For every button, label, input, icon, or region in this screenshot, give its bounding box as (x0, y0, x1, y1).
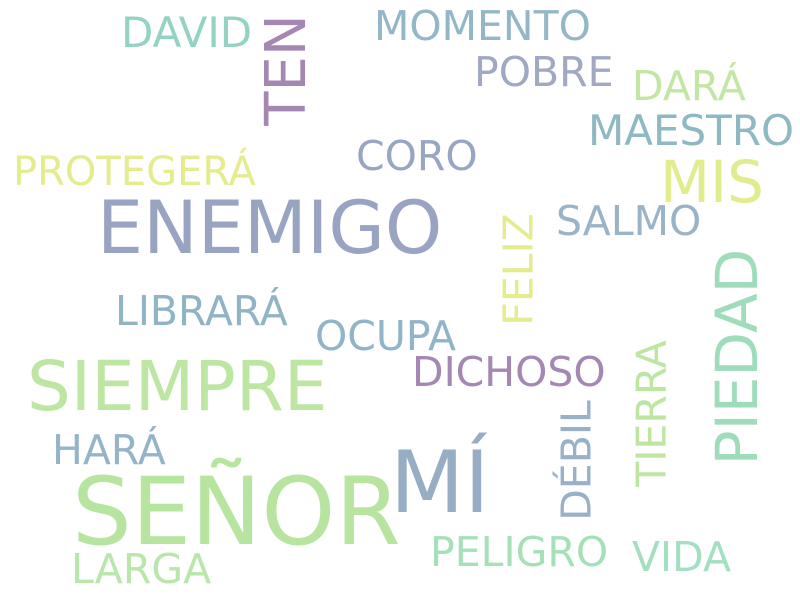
word-david: DAVID (121, 8, 253, 57)
word-pobre: POBRE (474, 48, 614, 96)
word-dichoso: DICHOSO (412, 348, 606, 396)
word-dara: DARÁ (632, 62, 746, 110)
word-maestro: MAESTRO (588, 106, 795, 155)
word-vida: VIDA (632, 533, 732, 581)
word-mis: MIS (660, 148, 764, 216)
word-tierra: TIERRA (627, 340, 676, 487)
word-hara: HARÁ (52, 426, 166, 474)
word-momento: MOMENTO (374, 2, 591, 50)
word-coro: CORO (356, 132, 478, 180)
word-feliz: FELIZ (494, 213, 543, 326)
word-debil: DÉBIL (552, 400, 601, 521)
word-salmo: SALMO (556, 197, 702, 245)
word-piedad: PIEDAD (703, 248, 771, 466)
word-ocupa: OCUPA (315, 312, 457, 360)
word-enemigo: ENEMIGO (97, 186, 443, 271)
word-librara: LIBRARÁ (115, 287, 288, 335)
word-peligro: PELIGRO (430, 528, 609, 576)
word-larga: LARGA (71, 545, 212, 593)
word-siempre: SIEMPRE (27, 347, 328, 427)
word-protegera: PROTEGERÁ (13, 149, 256, 195)
word-senor: SEÑOR (72, 458, 401, 567)
word-ten: TEN (254, 14, 319, 126)
word-mi: MÍ (390, 433, 490, 533)
